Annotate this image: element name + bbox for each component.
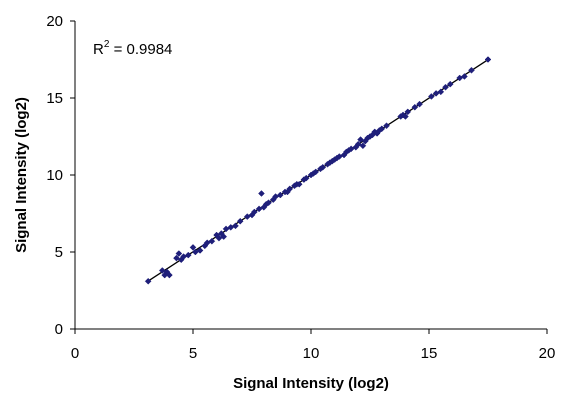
x-axis-title: Signal Intensity (log2)	[233, 375, 389, 392]
data-point	[184, 251, 192, 259]
data-point	[208, 237, 216, 245]
y-tick-label: 20	[46, 13, 63, 30]
data-point	[236, 217, 244, 225]
data-point	[166, 271, 173, 279]
y-tick-label: 0	[55, 321, 63, 338]
x-tick-label: 5	[189, 345, 197, 362]
data-point	[359, 142, 367, 150]
data-point	[220, 233, 228, 240]
data-point	[468, 66, 475, 74]
data-point	[265, 199, 272, 207]
data-point	[312, 168, 320, 176]
data-point	[428, 93, 435, 100]
y-tick-label: 5	[55, 244, 63, 261]
y-axis-ticks: 0 5 10 15 20	[46, 13, 75, 338]
data-point	[276, 191, 284, 199]
plot-area: 0 5 10 15 20 0 5 10 15 20	[46, 13, 555, 362]
x-tick-label: 10	[303, 345, 320, 362]
x-axis-ticks: 0 5 10 15 20	[71, 329, 556, 362]
data-point	[446, 80, 454, 88]
data-point	[295, 180, 303, 188]
data-point	[461, 73, 468, 80]
x-tick-label: 0	[71, 345, 79, 362]
data-point	[416, 100, 423, 108]
data-point	[404, 108, 412, 116]
data-points	[144, 56, 492, 285]
x-tick-label: 15	[421, 345, 438, 362]
x-tick-label: 20	[539, 345, 556, 362]
data-point	[196, 247, 204, 254]
data-point	[175, 250, 183, 257]
y-tick-label: 15	[46, 90, 63, 107]
data-point	[144, 277, 152, 285]
data-point	[251, 208, 258, 216]
data-point	[484, 56, 492, 63]
data-point	[437, 88, 445, 96]
r-squared-annotation: R2 = 0.9984	[93, 39, 172, 58]
data-point	[302, 174, 310, 182]
y-tick-label: 10	[46, 167, 63, 184]
data-point	[402, 113, 409, 120]
data-point	[232, 222, 239, 230]
data-point	[378, 125, 386, 133]
data-point	[258, 190, 265, 197]
y-axis-title: Signal Intensity (log2)	[13, 97, 30, 253]
data-point	[319, 163, 327, 171]
data-point	[286, 185, 294, 193]
data-point	[442, 83, 449, 91]
data-point	[411, 103, 419, 111]
data-point	[189, 244, 197, 251]
data-point	[383, 122, 390, 130]
